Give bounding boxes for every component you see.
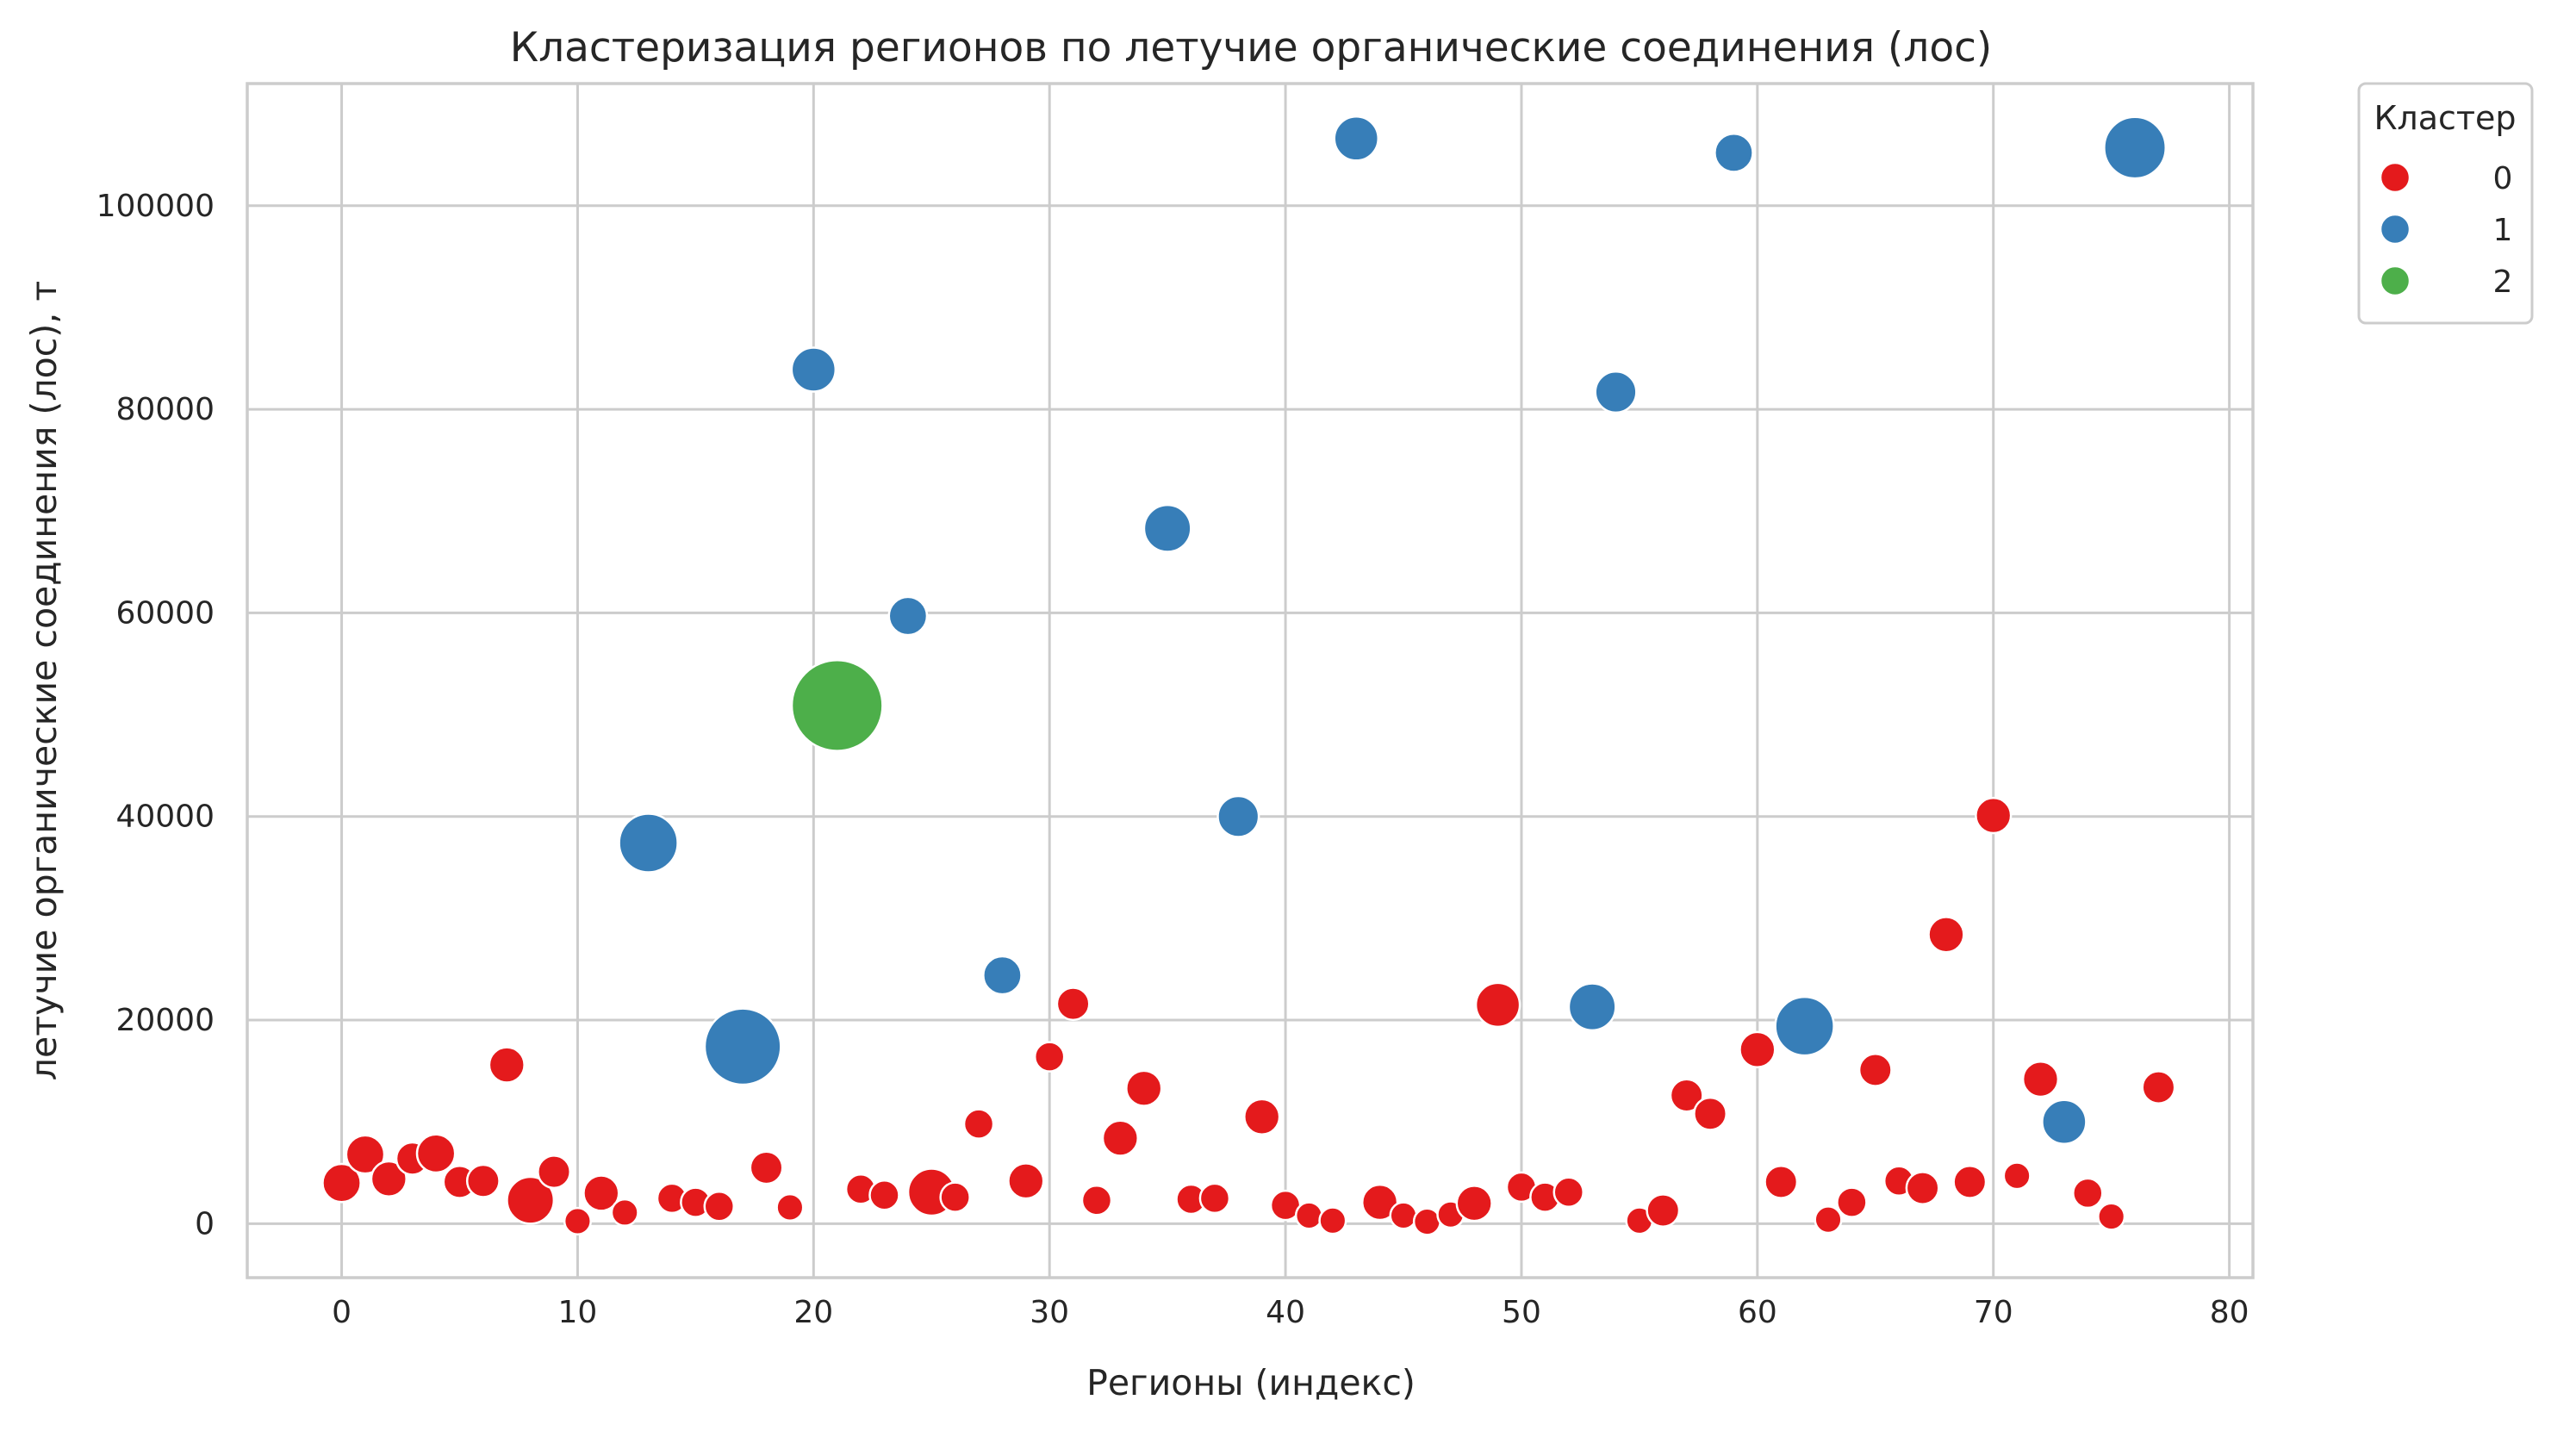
y-tick-label: 80000 (115, 392, 215, 427)
data-point-cluster-1 (2041, 1098, 2088, 1145)
data-point-cluster-0 (1927, 916, 1965, 954)
legend-marker (2379, 161, 2411, 194)
data-point-cluster-0 (2072, 1177, 2104, 1210)
x-tick-label: 20 (793, 1295, 833, 1330)
data-point-cluster-0 (321, 1162, 362, 1204)
data-point-cluster-1 (1714, 132, 1754, 173)
data-point-cluster-0 (1055, 986, 1091, 1022)
legend: Кластер 0 1 2 (2357, 82, 2534, 325)
data-point-cluster-0 (370, 1160, 408, 1198)
y-tick-label: 60000 (115, 595, 215, 631)
data-point-cluster-1 (703, 1007, 782, 1086)
x-tick-label: 0 (332, 1295, 352, 1330)
data-point-cluster-0 (1975, 796, 2013, 835)
data-point-cluster-0 (345, 1134, 386, 1175)
x-tick-labels: 0 10 20 30 40 50 60 70 80 (332, 1295, 2249, 1330)
x-axis-label: Регионы (индекс) (1086, 1362, 1416, 1403)
legend-title: Кластер (2374, 99, 2516, 137)
data-point-cluster-0 (1389, 1201, 1418, 1230)
y-tick-labels: 0 20000 40000 60000 80000 100000 (96, 189, 215, 1242)
data-point-cluster-0 (1857, 1053, 1893, 1087)
x-tick-label: 80 (2210, 1295, 2249, 1330)
x-tick-label: 10 (558, 1295, 598, 1330)
data-point-cluster-0 (1455, 1185, 1493, 1223)
data-point-cluster-0 (1412, 1207, 1441, 1236)
data-point-cluster-0 (1101, 1119, 1140, 1157)
data-point-cluster-0 (1294, 1201, 1324, 1230)
x-tick-label: 50 (1502, 1295, 1541, 1330)
x-tick-label: 40 (1266, 1295, 1305, 1330)
x-tick-label: 60 (1738, 1295, 1777, 1330)
legend-label: 1 (2493, 213, 2513, 248)
data-point-cluster-0 (1739, 1030, 1776, 1068)
data-point-cluster-0 (1905, 1171, 1940, 1205)
data-point-cluster-0 (1243, 1098, 1281, 1135)
data-points (321, 115, 2176, 1236)
x-tick-label: 30 (1030, 1295, 1069, 1330)
data-point-cluster-1 (1142, 503, 1192, 553)
data-point-cluster-0 (962, 1108, 995, 1140)
data-point-cluster-0 (1836, 1186, 1868, 1218)
y-tick-label: 40000 (115, 799, 215, 835)
legend-marker (2379, 264, 2411, 297)
data-point-cluster-0 (1007, 1162, 1045, 1200)
plot-frame (246, 82, 2255, 1279)
data-point-cluster-1 (1333, 115, 1379, 162)
data-point-cluster-0 (1474, 981, 1521, 1029)
data-point-cluster-1 (1594, 370, 1638, 414)
grid-lines (247, 84, 2253, 1278)
legend-frame (2357, 82, 2534, 325)
data-point-cluster-0 (1764, 1164, 1799, 1199)
data-point-cluster-0 (506, 1175, 556, 1225)
y-tick-label: 20000 (115, 1003, 215, 1038)
data-point-cluster-0 (749, 1150, 784, 1185)
data-point-cluster-0 (939, 1181, 971, 1213)
data-point-cluster-1 (1774, 995, 1835, 1057)
data-point-cluster-1 (1216, 794, 1260, 838)
data-point-cluster-0 (2021, 1060, 2060, 1098)
data-point-cluster-1 (887, 595, 929, 637)
data-point-cluster-2 (790, 658, 884, 752)
data-point-cluster-0 (2002, 1161, 2032, 1191)
y-tick-label: 0 (195, 1206, 215, 1241)
data-point-cluster-0 (1552, 1176, 1584, 1208)
data-point-cluster-1 (2103, 115, 2168, 180)
x-tick-label: 70 (1974, 1295, 2013, 1330)
data-point-cluster-0 (488, 1046, 526, 1084)
data-point-cluster-0 (465, 1163, 501, 1198)
data-point-cluster-0 (563, 1206, 592, 1235)
legend-marker (2379, 213, 2411, 246)
data-point-cluster-0 (1669, 1078, 1704, 1113)
data-point-cluster-0 (537, 1154, 571, 1190)
data-point-cluster-0 (2141, 1070, 2176, 1104)
data-point-cluster-1 (982, 955, 1023, 996)
legend-label: 0 (2493, 161, 2513, 196)
data-point-cluster-0 (775, 1192, 805, 1223)
data-point-cluster-1 (790, 346, 837, 393)
data-point-cluster-0 (1814, 1205, 1843, 1235)
data-point-cluster-0 (1198, 1182, 1231, 1215)
y-axis-label: летучие органические соединения (лос), т (23, 281, 65, 1080)
data-point-cluster-0 (1080, 1184, 1113, 1216)
data-point-cluster-0 (610, 1198, 639, 1227)
y-tick-label: 100000 (96, 189, 215, 224)
legend-entries: 0 1 2 (2379, 161, 2513, 300)
data-point-cluster-1 (1567, 982, 1617, 1032)
data-point-cluster-0 (703, 1191, 736, 1223)
data-point-cluster-0 (1125, 1069, 1163, 1107)
data-point-cluster-0 (1033, 1041, 1066, 1073)
data-point-cluster-1 (618, 812, 679, 874)
legend-label: 2 (2493, 264, 2513, 300)
data-point-cluster-0 (868, 1179, 900, 1211)
chart-title: Кластеризация регионов по летучие органи… (510, 24, 1993, 72)
data-point-cluster-0 (2097, 1202, 2126, 1231)
data-point-cluster-0 (1360, 1183, 1399, 1222)
data-point-cluster-0 (1693, 1096, 1728, 1131)
data-point-cluster-0 (582, 1174, 620, 1212)
data-point-cluster-0 (1318, 1206, 1347, 1235)
data-point-cluster-0 (1952, 1164, 1988, 1199)
data-point-cluster-0 (415, 1133, 457, 1174)
data-point-cluster-0 (1646, 1193, 1681, 1228)
